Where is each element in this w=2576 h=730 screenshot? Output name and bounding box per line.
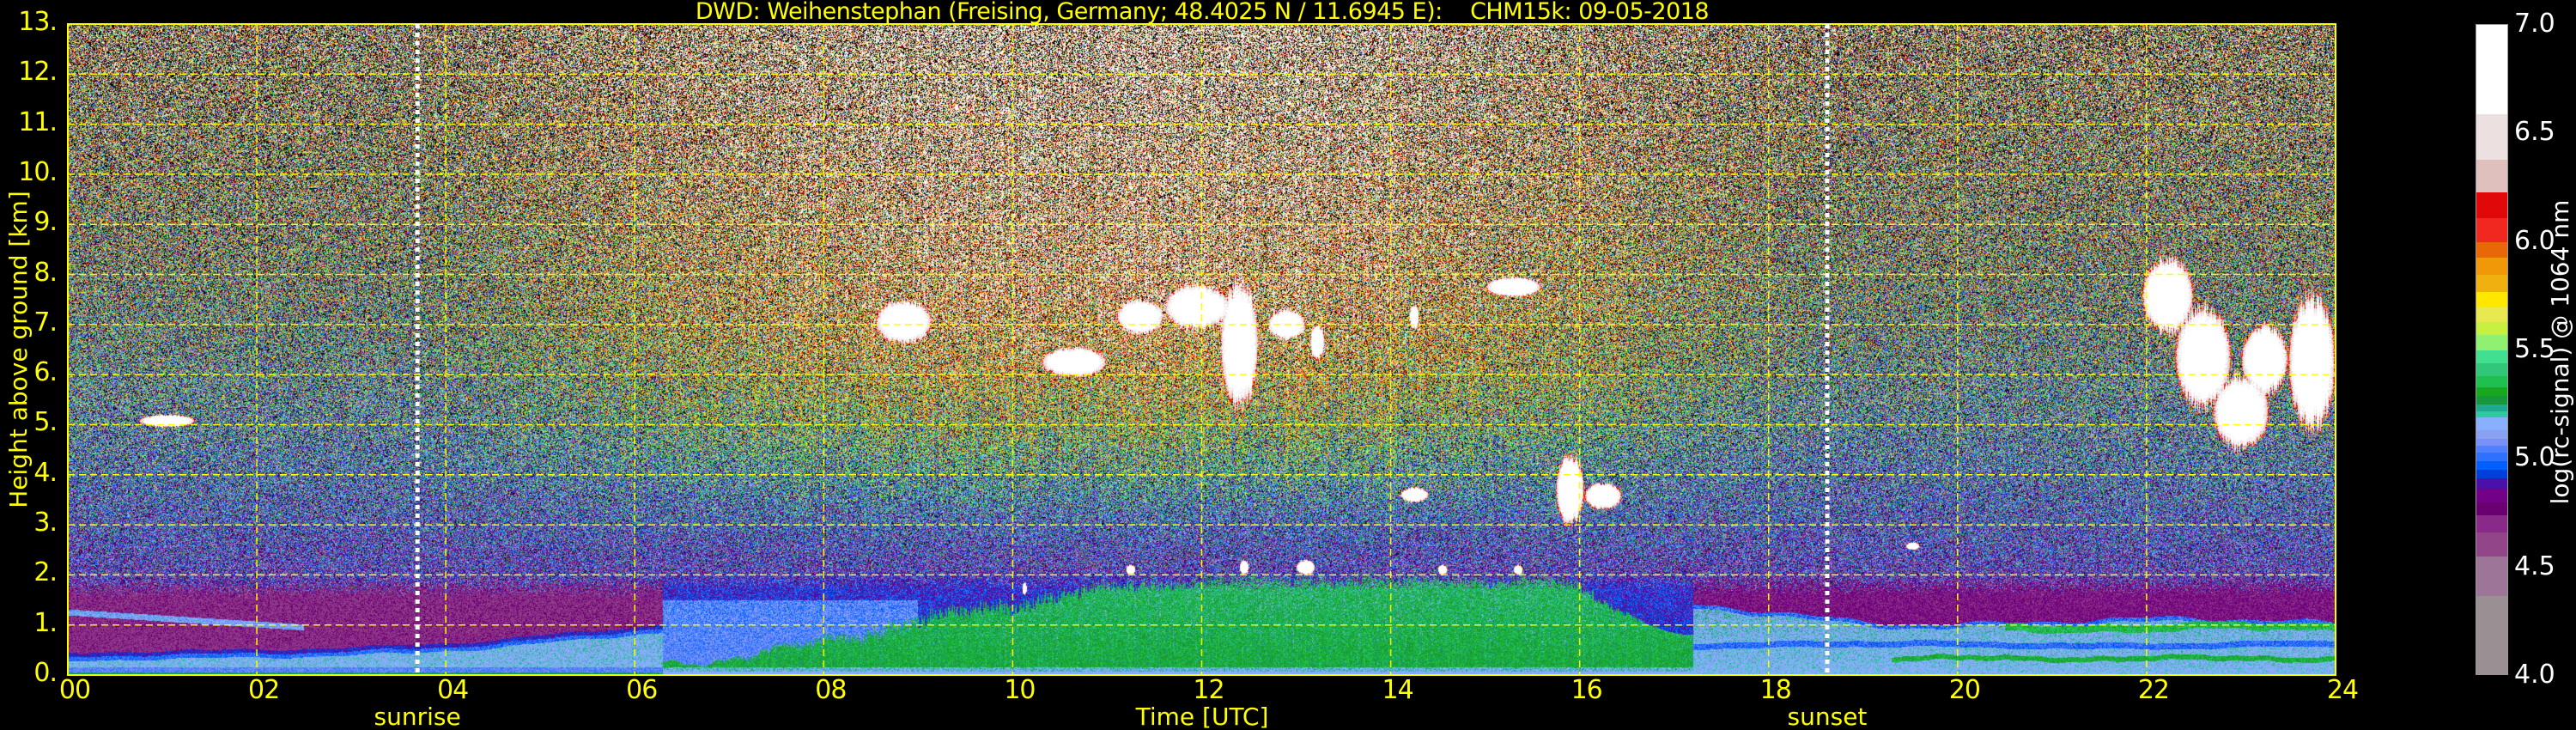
colorbar-tick-label: 6.0 [2514, 225, 2555, 256]
y-tick-label: 10. [18, 156, 58, 187]
y-tick-label: 9. [33, 207, 58, 238]
colorbar-segment [2476, 459, 2507, 470]
colorbar-segment [2476, 321, 2507, 336]
colorbar-segment [2476, 306, 2507, 323]
y-tick-label: 6. [33, 357, 58, 388]
colorbar-tick-label: 6.5 [2514, 117, 2555, 148]
y-tick-label: 11. [18, 106, 58, 137]
y-tick-label: 3. [33, 508, 58, 538]
y-tick-label: 5. [33, 407, 58, 438]
colorbar-segment [2476, 488, 2507, 502]
y-tick-label: 8. [33, 257, 58, 288]
colorbar-tick-label: 5.0 [2514, 442, 2555, 473]
y-tick-label: 0. [33, 658, 58, 688]
x-tick-label: 06 [626, 675, 658, 705]
colorbar-segment [2476, 350, 2507, 364]
colorbar-segment [2476, 501, 2507, 515]
colorbar [2476, 24, 2508, 676]
colorbar-segment [2476, 556, 2507, 597]
x-tick-label: 00 [58, 675, 91, 705]
colorbar-segment [2476, 273, 2507, 293]
chart-title: DWD: Weihenstephan (Freising, Germany; 4… [695, 0, 1710, 25]
colorbar-segment [2476, 451, 2507, 461]
colorbar-segment [2476, 394, 2507, 405]
colorbar-tick-label: 4.5 [2514, 551, 2555, 581]
x-tick-label: 12 [1193, 675, 1224, 705]
plot-frame [67, 23, 2336, 676]
x-tick-label: 02 [247, 675, 280, 705]
x-tick-label: 08 [815, 675, 847, 705]
colorbar-segment [2476, 386, 2507, 397]
y-tick-label: 13. [18, 7, 58, 37]
colorbar-segment [2476, 113, 2507, 161]
colorbar-segment [2476, 468, 2507, 478]
colorbar-segment [2476, 362, 2507, 377]
colorbar-segment [2476, 477, 2507, 490]
x-tick-label: 14 [1382, 675, 1413, 705]
colorbar-segment [2476, 375, 2507, 387]
sunrise-label: sunrise [374, 703, 461, 730]
colorbar-segment [2476, 595, 2507, 676]
colorbar-segment [2476, 444, 2507, 453]
colorbar-tick-label: 4.0 [2514, 660, 2555, 690]
x-tick-label: 04 [437, 675, 469, 705]
x-tick-label: 18 [1759, 675, 1792, 705]
colorbar-segment [2476, 25, 2507, 115]
colorbar-segment [2476, 404, 2507, 411]
x-tick-label: 24 [2326, 675, 2359, 705]
y-tick-label: 2. [33, 557, 58, 588]
colorbar-segment [2476, 217, 2507, 243]
colorbar-segment [2476, 410, 2507, 418]
x-tick-label: 22 [2137, 675, 2170, 705]
y-tick-label: 1. [33, 607, 58, 638]
y-axis-label: Height above ground [km] [4, 191, 33, 508]
colorbar-label: log(rc-signal) @ 1064 nm [2546, 199, 2574, 505]
x-tick-label: 20 [1948, 675, 1981, 705]
colorbar-segment [2476, 514, 2507, 532]
colorbar-segment [2476, 256, 2507, 275]
colorbar-segment [2476, 334, 2507, 351]
colorbar-segment [2476, 290, 2507, 307]
x-tick-label: 10 [1004, 675, 1036, 705]
colorbar-segment [2476, 429, 2507, 440]
sunset-label: sunset [1787, 703, 1868, 730]
y-tick-label: 7. [33, 307, 58, 338]
x-tick-label: 16 [1571, 675, 1603, 705]
colorbar-segment [2476, 438, 2507, 446]
colorbar-segment [2476, 531, 2507, 557]
y-tick-label: 12. [18, 57, 58, 88]
x-axis-label: Time [UTC] [1135, 703, 1269, 730]
colorbar-segment [2476, 241, 2507, 258]
colorbar-segment [2476, 192, 2507, 219]
colorbar-tick-label: 5.5 [2514, 334, 2555, 364]
colorbar-segment [2476, 417, 2507, 431]
y-tick-label: 4. [33, 457, 58, 488]
colorbar-tick-label: 7.0 [2514, 9, 2555, 39]
colorbar-segment [2476, 159, 2507, 193]
